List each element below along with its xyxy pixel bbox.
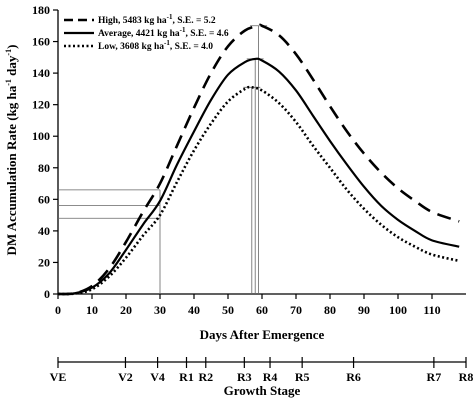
y-tick-label: 20 [38, 255, 50, 269]
x-tick-label: 110 [423, 303, 440, 317]
x-tick-label: 10 [86, 303, 98, 317]
legend-item-high: High, 5483 kg ha-1, S.E. = 5.2 [64, 13, 216, 26]
y-axis-ticks: 0 20 40 60 80 100 120 140 160 180 [32, 3, 58, 301]
growth-stage-label: R2 [198, 370, 213, 384]
series-line-average [57, 57, 460, 296]
legend-label-average: Average, 4421 kg ha-1, S.E. = 4.6 [98, 26, 229, 39]
y-axis-title: DM Accumulation Rate (kg ha-1 day-1) [4, 45, 19, 256]
y-tick-label: 140 [32, 66, 50, 80]
legend: High, 5483 kg ha-1, S.E. = 5.2 Average, … [64, 13, 229, 52]
growth-stage-label: R6 [346, 370, 361, 384]
legend-label-low: Low, 3608 kg ha-1, S.E. = 4.0 [98, 39, 213, 52]
growth-stage-label: R5 [295, 370, 310, 384]
y-tick-label: 40 [38, 224, 50, 238]
growth-stage-label: R3 [237, 370, 252, 384]
growth-stage-label: R1 [179, 370, 194, 384]
growth-stage-label: R4 [263, 370, 278, 384]
x-tick-label: 90 [358, 303, 370, 317]
growth-stage-label: V2 [118, 370, 133, 384]
growth-stage-label: VE [50, 370, 67, 384]
y-tick-label: 100 [32, 129, 50, 143]
x-tick-label: 40 [188, 303, 200, 317]
growth-stage-title: Growth Stage [224, 383, 301, 398]
x-tick-label: 30 [154, 303, 166, 317]
x-axis-ticks: 0 10 20 30 40 50 60 70 80 90 100 110 [55, 294, 441, 317]
series-lines [57, 23, 460, 296]
x-tick-label: 60 [256, 303, 268, 317]
reference-lines [58, 25, 268, 294]
y-tick-label: 120 [32, 98, 50, 112]
x-tick-label: 0 [55, 303, 61, 317]
growth-stage-label: R7 [427, 370, 442, 384]
legend-label-high: High, 5483 kg ha-1, S.E. = 5.2 [98, 13, 216, 26]
growth-stage-label: R8 [459, 370, 474, 384]
x-tick-label: 20 [120, 303, 132, 317]
growth-stage-ticks: VE V2 V4 R1 R2 R3 R4 R5 R6 R7 R8 [50, 357, 474, 384]
legend-item-average: Average, 4421 kg ha-1, S.E. = 4.6 [64, 26, 229, 39]
x-tick-label: 50 [222, 303, 234, 317]
growth-stage-label: V4 [150, 370, 165, 384]
y-tick-label: 60 [38, 192, 50, 206]
y-tick-label: 180 [32, 3, 50, 17]
x-tick-label: 100 [389, 303, 407, 317]
x-axis-title: Days After Emergence [200, 327, 325, 342]
y-tick-label: 0 [44, 287, 50, 301]
legend-item-low: Low, 3608 kg ha-1, S.E. = 4.0 [64, 39, 213, 52]
y-tick-label: 80 [38, 161, 50, 175]
x-tick-label: 80 [324, 303, 336, 317]
series-line-high [57, 23, 460, 296]
x-tick-label: 70 [290, 303, 302, 317]
series-line-low [57, 85, 460, 296]
y-tick-label: 160 [32, 35, 50, 49]
